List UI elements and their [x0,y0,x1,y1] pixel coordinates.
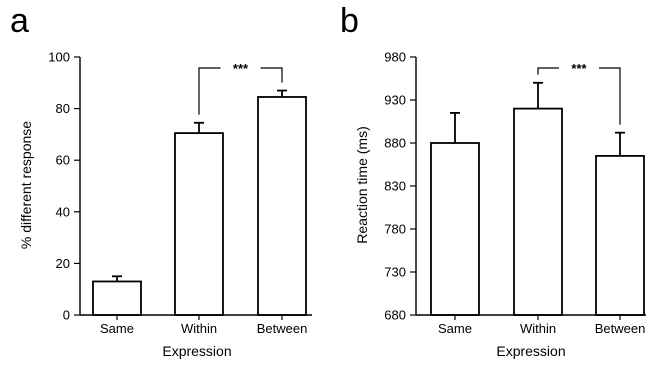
bracket-line [198,67,221,115]
bracket-line [599,67,621,125]
y-tick-label: 830 [384,179,406,194]
x-tick-label: Between [595,321,646,336]
y-ticks: 0 20 40 60 80 100 [48,50,80,323]
x-tick-label: Same [100,321,134,336]
category-labels: Same Within Between [100,315,307,336]
x-tick-label: Same [438,321,472,336]
bar [430,142,480,316]
x-axis-title: Expression [496,343,565,359]
y-axis-title: Reaction time (ms) [354,126,370,243]
axes [79,57,312,316]
category-labels: Same Within Between [438,315,645,336]
y-tick-label: 730 [384,265,406,280]
x-tick-label: Within [520,321,556,336]
x-tick-label: Between [257,321,308,336]
bracket-line [537,67,559,75]
y-tick-label: 780 [384,222,406,237]
bar [595,154,645,316]
y-tick-label: 20 [56,256,70,271]
axes [415,57,646,316]
y-tick-label: 40 [56,204,70,219]
y-tick-label: 80 [56,101,70,116]
y-axis-title: % different response [18,121,34,249]
y-tick-label: 930 [384,93,406,108]
bars [92,89,307,316]
y-ticks: 680 730 780 830 880 930 980 [384,50,416,323]
y-tick-label: 0 [63,308,70,323]
bar [513,107,563,316]
chart-panel-b: b Reaction time (ms) Expression 680 730 78… [340,2,646,359]
significance-bracket: *** [198,61,283,115]
x-tick-label: Within [181,321,217,336]
significance-bracket: *** [537,61,621,125]
significance-label: *** [233,61,249,76]
chart-panel-a: a % different response Expression 0 20 40 6… [10,2,312,359]
bar [92,280,142,316]
y-tick-label: 100 [48,50,70,65]
y-tick-label: 880 [384,136,406,151]
x-axis-title: Expression [162,343,231,359]
y-tick-label: 60 [56,153,70,168]
significance-label: *** [571,61,587,76]
panel-label: b [340,2,359,40]
panel-label: a [10,2,29,40]
bar [174,132,224,316]
bars [430,81,645,316]
bracket-line [260,67,283,83]
bar [257,96,307,316]
y-tick-label: 980 [384,50,406,65]
y-tick-label: 680 [384,308,406,323]
